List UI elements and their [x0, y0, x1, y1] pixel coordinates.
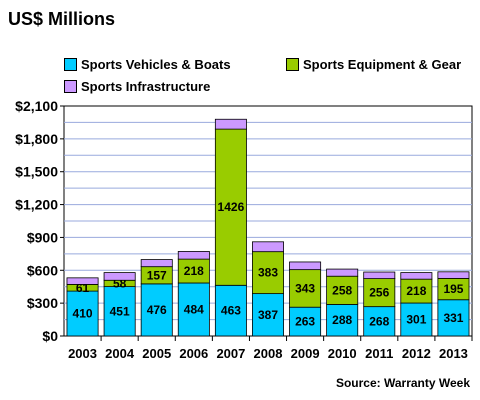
y-tick-label: $2,100 — [15, 98, 58, 114]
x-tick-label: 2013 — [439, 346, 468, 361]
x-tick-label: 2008 — [254, 346, 283, 361]
bar-segment-sports-vehicles-boats-2008 — [252, 293, 284, 337]
bar-segment-sports-infrastructure-2008 — [252, 241, 284, 253]
x-tick-label: 2011 — [365, 346, 393, 361]
y-tick-label: $600 — [27, 262, 58, 278]
chart-legend: Sports Vehicles & Boats Sports Equipment… — [64, 55, 474, 99]
y-tick-label: $1,200 — [15, 197, 58, 213]
bar-segment-sports-infrastructure-2007 — [214, 118, 247, 130]
data-label: 218 — [406, 284, 426, 298]
data-label: 1426 — [218, 200, 245, 214]
legend-item-sports-equipment-gear: Sports Equipment & Gear — [286, 57, 461, 72]
data-label: 410 — [73, 307, 93, 321]
bar-segment-sports-vehicles-boats-2011 — [363, 306, 396, 337]
x-tick-label: 2003 — [68, 346, 97, 361]
bar-segment-sports-infrastructure-2013 — [437, 271, 470, 279]
legend-item-sports-vehicles-boats: Sports Vehicles & Boats — [64, 57, 231, 72]
bar-segment-sports-equipment-gear-2010 — [326, 275, 359, 305]
bar-segment-sports-vehicles-boats-2005 — [140, 283, 173, 337]
bar-segment-sports-infrastructure-2003 — [66, 277, 99, 285]
x-tick-label: 2007 — [216, 346, 245, 361]
bar-segment-sports-equipment-gear-2007 — [214, 128, 247, 286]
x-tick-label: 2005 — [142, 346, 171, 361]
y-tick-label: $900 — [27, 229, 58, 245]
legend-swatch-sports-infrastructure — [64, 80, 77, 93]
data-label: 331 — [443, 311, 463, 325]
bar-segment-sports-equipment-gear-2009 — [289, 269, 322, 308]
legend-label-sports-equipment-gear: Sports Equipment & Gear — [303, 57, 462, 72]
bar-segment-sports-infrastructure-2004 — [103, 272, 136, 281]
y-tick-label: $300 — [27, 295, 58, 311]
legend-swatch-sports-equipment-gear — [286, 58, 299, 71]
x-tick-label: 2006 — [179, 346, 208, 361]
bar-segment-sports-infrastructure-2012 — [400, 272, 433, 280]
data-label: 263 — [295, 315, 315, 329]
legend-swatch-sports-vehicles-boats — [64, 58, 77, 71]
data-label: 383 — [258, 266, 278, 280]
data-label: 343 — [295, 281, 315, 295]
bar-segment-sports-vehicles-boats-2013 — [437, 299, 470, 337]
data-label: 268 — [369, 314, 389, 328]
x-tick-label: 2010 — [328, 346, 357, 361]
data-label: 157 — [147, 268, 167, 282]
bar-segment-sports-infrastructure-2006 — [177, 251, 210, 260]
data-label: 476 — [147, 303, 167, 317]
bar-segment-sports-infrastructure-2005 — [140, 259, 173, 268]
source-note: Source: Warranty Week — [335, 376, 470, 390]
data-label: 484 — [184, 302, 204, 316]
bar-segment-sports-infrastructure-2009 — [289, 261, 322, 271]
x-tick-label: 2009 — [291, 346, 320, 361]
bar-segment-sports-vehicles-boats-2012 — [400, 302, 433, 337]
data-label: 387 — [258, 308, 278, 322]
x-tick-label: 2004 — [105, 346, 135, 361]
bar-segment-sports-infrastructure-2010 — [326, 268, 359, 277]
data-label: 195 — [443, 282, 463, 296]
legend-label-sports-vehicles-boats: Sports Vehicles & Boats — [81, 57, 231, 72]
bar-segment-sports-equipment-gear-2011 — [363, 278, 396, 308]
x-tick-label: 2012 — [402, 346, 431, 361]
bar-segment-sports-vehicles-boats-2004 — [103, 286, 136, 337]
bar-segment-sports-vehicles-boats-2006 — [177, 282, 210, 337]
y-tick-label: $1,800 — [15, 131, 58, 147]
chart-title: US$ Millions — [8, 9, 116, 29]
data-label: 258 — [332, 283, 352, 297]
bar-segment-sports-equipment-gear-2008 — [252, 251, 284, 295]
data-label: 463 — [221, 304, 241, 318]
bar-segment-sports-infrastructure-2011 — [363, 271, 396, 280]
y-tick-label: $0 — [42, 328, 58, 344]
bar-segment-sports-vehicles-boats-2007 — [214, 284, 247, 337]
data-label: 256 — [369, 286, 389, 300]
data-label: 218 — [184, 264, 204, 278]
legend-label-sports-infrastructure: Sports Infrastructure — [81, 79, 211, 94]
data-label: 288 — [332, 313, 352, 327]
legend-item-sports-infrastructure: Sports Infrastructure — [64, 79, 210, 94]
y-tick-label: $1,500 — [15, 164, 58, 180]
data-label: 301 — [406, 313, 426, 327]
bar-segment-sports-vehicles-boats-2010 — [326, 304, 359, 337]
data-label: 451 — [110, 304, 130, 318]
